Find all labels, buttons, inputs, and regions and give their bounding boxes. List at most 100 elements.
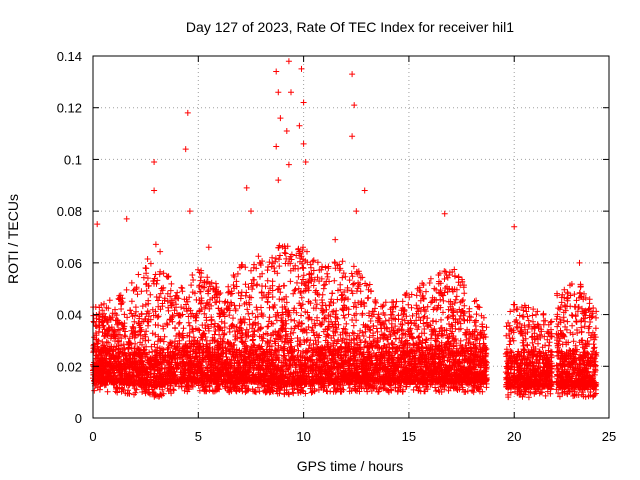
data-point — [229, 322, 236, 329]
data-point — [230, 315, 236, 322]
data-point — [124, 314, 131, 321]
data-point — [569, 322, 576, 329]
data-point — [167, 299, 174, 306]
data-point — [520, 346, 527, 353]
data-point — [558, 299, 565, 306]
data-point — [139, 341, 145, 348]
data-point — [159, 300, 166, 307]
data-point — [444, 314, 451, 321]
data-point — [413, 292, 420, 299]
data-point — [242, 281, 249, 288]
data-point — [420, 320, 427, 327]
data-point — [314, 314, 320, 321]
data-point — [295, 285, 302, 292]
data-point — [287, 330, 294, 337]
data-point — [570, 338, 577, 345]
data-point — [310, 282, 317, 289]
data-point — [290, 329, 297, 336]
data-point — [236, 302, 243, 309]
data-point — [234, 328, 241, 335]
data-point — [441, 268, 448, 275]
data-point — [587, 319, 594, 325]
data-point — [142, 265, 149, 271]
data-point — [516, 312, 523, 319]
data-point — [574, 330, 581, 336]
data-point — [245, 310, 252, 317]
data-point — [225, 283, 232, 290]
data-point — [121, 311, 128, 318]
data-point — [461, 316, 467, 323]
data-point — [148, 343, 155, 350]
data-point — [266, 314, 273, 321]
data-point — [293, 309, 300, 316]
data-point — [292, 286, 299, 293]
data-point — [186, 322, 193, 329]
data-point — [208, 317, 215, 324]
data-point — [178, 284, 185, 291]
data-point — [189, 272, 196, 278]
data-point — [134, 291, 141, 298]
data-point — [313, 301, 320, 308]
data-point — [441, 276, 448, 282]
data-point — [319, 263, 326, 270]
data-point — [322, 264, 329, 271]
data-point — [409, 312, 416, 319]
data-point — [128, 310, 135, 317]
data-point — [300, 272, 307, 279]
data-point — [276, 256, 282, 263]
data-point — [350, 322, 357, 329]
data-point — [144, 256, 151, 262]
data-point — [172, 325, 179, 332]
data-point — [534, 308, 541, 315]
data-point — [150, 278, 157, 285]
data-point — [231, 302, 238, 309]
data-point — [105, 339, 112, 346]
data-point — [165, 274, 171, 280]
data-point — [145, 322, 151, 329]
data-point — [405, 301, 412, 308]
data-point — [283, 299, 290, 306]
data-point — [291, 317, 298, 324]
data-point — [547, 319, 554, 326]
data-point — [416, 333, 423, 340]
data-point — [540, 321, 547, 328]
data-point — [95, 316, 102, 323]
data-point — [160, 270, 167, 277]
data-point — [578, 294, 584, 300]
data-point — [461, 290, 468, 297]
data-point — [265, 323, 272, 330]
data-point — [327, 298, 334, 305]
data-point — [314, 274, 321, 281]
data-point — [418, 330, 425, 337]
data-point — [359, 329, 366, 336]
data-point — [350, 263, 357, 270]
data-point — [451, 273, 458, 279]
data-point — [145, 337, 152, 344]
data-point — [339, 274, 346, 281]
data-point — [204, 274, 211, 281]
data-point — [121, 332, 128, 339]
data-point — [180, 325, 187, 332]
data-point — [370, 323, 377, 330]
data-point — [212, 280, 219, 287]
data-point — [411, 320, 418, 327]
data-point — [264, 299, 271, 306]
data-point — [525, 317, 532, 324]
data-point — [337, 281, 344, 288]
data-point — [523, 308, 530, 315]
data-point — [569, 312, 576, 319]
data-point — [475, 304, 482, 310]
data-point — [525, 323, 532, 330]
data-point — [127, 307, 134, 314]
data-point — [542, 317, 549, 324]
data-point — [128, 298, 135, 305]
data-point — [106, 297, 113, 304]
data-point — [147, 291, 154, 298]
data-point — [157, 248, 164, 255]
data-point — [416, 305, 423, 312]
data-point — [581, 315, 588, 322]
data-point — [226, 312, 233, 319]
data-point — [452, 296, 459, 303]
data-point — [555, 321, 562, 327]
data-point — [161, 333, 168, 340]
